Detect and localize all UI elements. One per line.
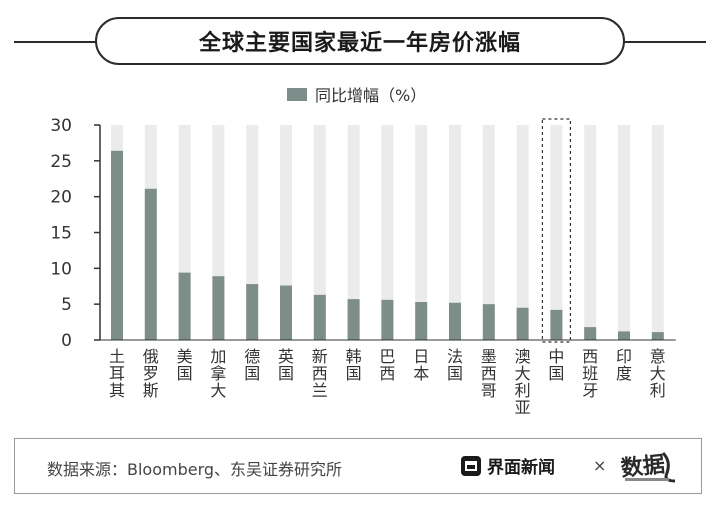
x-tick-label: 澳大利亚: [515, 347, 531, 417]
chart-title-box: 全球主要国家最近一年房价涨幅: [95, 17, 625, 65]
bar-6: [280, 285, 292, 340]
bar-track: [618, 125, 630, 340]
bar-7: [313, 294, 326, 340]
bar-track: [651, 125, 664, 340]
x-tick-label: 日本: [413, 347, 429, 383]
y-tick-label: 15: [50, 224, 72, 244]
bar-track: [347, 125, 360, 340]
bar-17: [651, 332, 664, 340]
y-tick-label: 20: [50, 188, 72, 208]
bar-11: [449, 302, 461, 340]
bar-10: [415, 302, 428, 340]
footer: 数据来源：Bloomberg、东吴证券研究所 界面新闻 × 数据: [14, 438, 702, 494]
highlight-group: [541, 118, 572, 343]
x-tick-label: 巴西: [379, 347, 395, 383]
chart-title: 全球主要国家最近一年房价涨幅: [198, 31, 521, 56]
x-tick-label: 西班牙: [582, 347, 598, 400]
x-tick-label: 法国: [447, 347, 463, 383]
x-tick-label: 中国: [548, 347, 564, 383]
bar-track: [449, 125, 461, 340]
x-tick-label: 意大利: [650, 347, 666, 400]
bar-1: [111, 150, 123, 340]
bar-track: [550, 125, 563, 340]
x-tick-label: 墨西哥: [481, 347, 497, 400]
x-tick-label: 英国: [278, 347, 294, 383]
bar-8: [347, 299, 360, 340]
bar-2: [144, 188, 157, 340]
bar-track: [482, 125, 495, 340]
y-tick-label: 25: [50, 152, 72, 172]
bar-16: [618, 331, 630, 340]
bar-track: [516, 125, 529, 340]
legend-label: 同比增幅（%）: [315, 86, 427, 105]
bar-13: [516, 307, 529, 340]
title-rule-left: [14, 41, 96, 43]
y-tick-label: 5: [61, 295, 72, 315]
x-tick-label: 土耳其: [109, 347, 125, 400]
bar-3: [178, 272, 191, 340]
svg-text:数据: 数据: [620, 451, 666, 481]
y-tick-label: 30: [50, 116, 72, 136]
bar-15: [584, 327, 597, 340]
brand: 界面新闻: [461, 453, 555, 478]
data-logo-icon: 数据: [620, 451, 676, 483]
x-tick-label: 美国: [177, 347, 193, 383]
y-axis: [94, 124, 676, 341]
bar-series: [111, 150, 664, 340]
source-note: 数据来源：Bloomberg、东吴证券研究所: [47, 460, 343, 479]
times-sign: ×: [593, 456, 607, 475]
x-tick-label: 加拿大: [210, 347, 226, 400]
chart-legend: 同比增幅（%）: [287, 82, 426, 106]
bar-14: [550, 309, 563, 340]
title-rule-right: [624, 41, 706, 43]
x-tick-label: 韩国: [346, 347, 362, 383]
x-tick-label: 新西兰: [312, 347, 328, 400]
brand-logo-icon: [461, 455, 481, 476]
bar-track: [313, 125, 326, 340]
bar-track: [584, 125, 597, 340]
y-tick-label: 0: [61, 331, 72, 351]
x-tick-label: 德国: [244, 347, 260, 383]
bar-track: [381, 125, 394, 340]
bar-4: [212, 276, 225, 340]
y-tick-label: 10: [50, 259, 72, 279]
highlight-box: [541, 118, 572, 343]
x-tick-label: 印度: [616, 347, 632, 383]
bar-track: [415, 125, 428, 340]
x-tick-label: 俄罗斯: [143, 347, 159, 400]
bar-9: [381, 299, 394, 340]
y-tick-labels: 0 5 10 15 20 25 30: [50, 116, 72, 351]
bar-5: [246, 284, 259, 340]
brand-name: 界面新闻: [487, 458, 555, 478]
legend-swatch: [287, 87, 307, 101]
bar-12: [482, 304, 495, 340]
